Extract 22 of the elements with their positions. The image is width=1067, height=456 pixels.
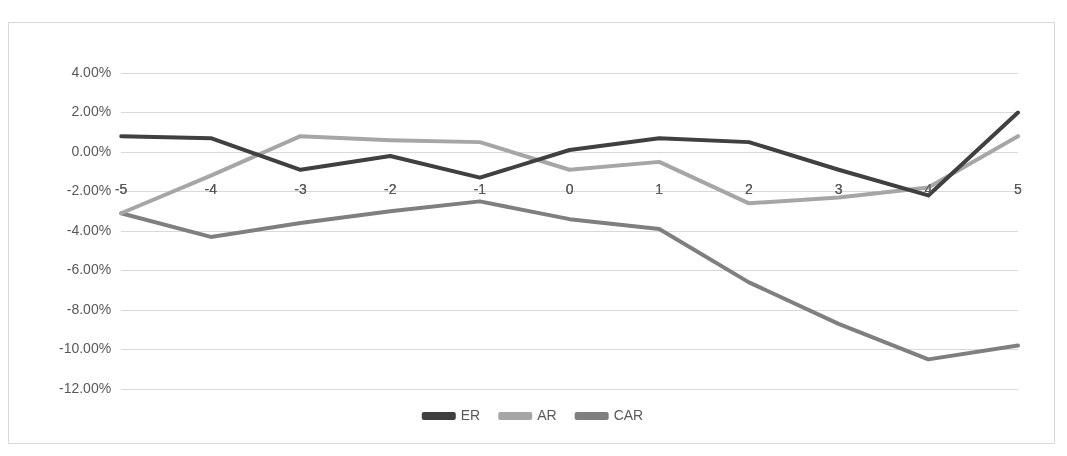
y-tick-label: -10.00% bbox=[58, 340, 112, 357]
x-tick-label: 2 bbox=[745, 181, 754, 198]
y-tick-label: -4.00% bbox=[66, 221, 112, 238]
legend-label: CAR bbox=[613, 406, 644, 423]
x-tick-label: 1 bbox=[655, 181, 664, 198]
x-tick-label: -5 bbox=[114, 181, 128, 198]
x-tick-label: 5 bbox=[1014, 181, 1023, 198]
x-tick-label: 0 bbox=[565, 181, 574, 198]
y-tick-label: 0.00% bbox=[71, 142, 112, 159]
y-tick-label: 2.00% bbox=[71, 103, 112, 120]
x-tick-label: -3 bbox=[294, 181, 307, 198]
legend-label: AR bbox=[537, 406, 557, 423]
y-tick-label: -8.00% bbox=[66, 300, 112, 317]
y-tick-label: -6.00% bbox=[66, 261, 112, 278]
x-tick-label: -1 bbox=[473, 181, 487, 198]
y-tick-label: -2.00% bbox=[66, 182, 112, 199]
y-tick-label: 4.00% bbox=[71, 63, 112, 80]
y-tick-label: -12.00% bbox=[58, 379, 112, 396]
x-tick-label: -4 bbox=[204, 181, 218, 198]
legend-label: ER bbox=[460, 406, 481, 423]
x-tick-label: 3 bbox=[834, 181, 843, 198]
x-tick-label: -2 bbox=[383, 181, 397, 198]
